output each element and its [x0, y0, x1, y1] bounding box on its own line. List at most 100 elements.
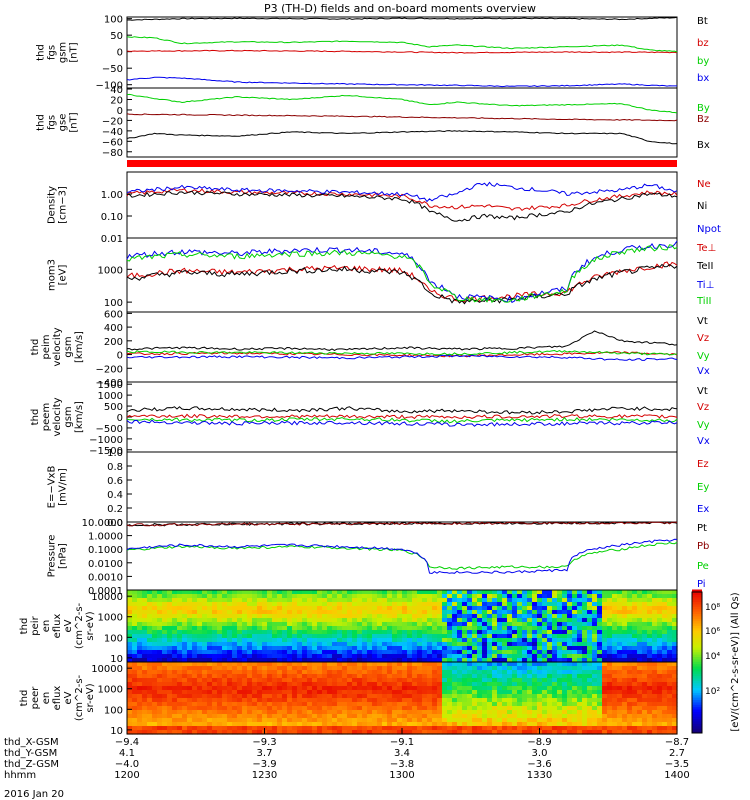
- heatmap-cell: [187, 666, 193, 671]
- heatmap-cell: [497, 694, 503, 699]
- heatmap-cell: [137, 710, 143, 715]
- heatmap-cell: [522, 594, 528, 599]
- heatmap-cell: [297, 686, 303, 691]
- heatmap-cell: [497, 622, 503, 627]
- heatmap-cell: [477, 678, 483, 683]
- heatmap-cell: [262, 650, 268, 655]
- heatmap-cell: [207, 666, 213, 671]
- heatmap-cell: [157, 706, 163, 711]
- colorbar-segment: [692, 615, 702, 619]
- heatmap-cell: [417, 638, 423, 643]
- heatmap-cell: [397, 654, 403, 659]
- heatmap-cell: [632, 730, 638, 735]
- heatmap-cell: [412, 626, 418, 631]
- heatmap-cell: [632, 710, 638, 715]
- heatmap-cell: [217, 722, 223, 727]
- heatmap-cell: [377, 630, 383, 635]
- heatmap-cell: [177, 730, 183, 735]
- heatmap-cell: [297, 658, 303, 663]
- heatmap-cell: [237, 614, 243, 619]
- heatmap-cell: [417, 718, 423, 723]
- heatmap-cell: [587, 602, 593, 607]
- heatmap-cell: [632, 666, 638, 671]
- heatmap-cell: [197, 642, 203, 647]
- heatmap-cell: [507, 646, 513, 651]
- heatmap-cell: [572, 618, 578, 623]
- heatmap-cell: [662, 590, 668, 595]
- heatmap-cell: [352, 630, 358, 635]
- heatmap-cell: [142, 718, 148, 723]
- heatmap-cell: [607, 658, 613, 663]
- heatmap-cell: [352, 654, 358, 659]
- heatmap-cell: [202, 706, 208, 711]
- heatmap-cell: [152, 594, 158, 599]
- heatmap-cell: [667, 622, 673, 627]
- heatmap-cell: [322, 646, 328, 651]
- heatmap-cell: [442, 702, 448, 707]
- heatmap-cell: [392, 658, 398, 663]
- heatmap-cell: [312, 670, 318, 675]
- heatmap-cell: [432, 730, 438, 735]
- y-tick-label: 10.0000: [82, 518, 123, 529]
- heatmap-cell: [467, 598, 473, 603]
- heatmap-cell: [527, 638, 533, 643]
- heatmap-cell: [152, 618, 158, 623]
- heatmap-cell: [597, 674, 603, 679]
- heatmap-cell: [297, 654, 303, 659]
- heatmap-cell: [217, 730, 223, 735]
- heatmap-cell: [327, 674, 333, 679]
- heatmap-cell: [187, 670, 193, 675]
- heatmap-cell: [587, 730, 593, 735]
- heatmap-cell: [357, 614, 363, 619]
- heatmap-cell: [407, 614, 413, 619]
- heatmap-cell: [537, 654, 543, 659]
- heatmap-cell: [427, 726, 433, 731]
- heatmap-cell: [427, 618, 433, 623]
- heatmap-cell: [672, 654, 678, 659]
- heatmap-cell: [637, 690, 643, 695]
- heatmap-cell: [217, 718, 223, 723]
- heatmap-cell: [302, 710, 308, 715]
- heatmap-cell: [497, 618, 503, 623]
- heatmap-cell: [617, 626, 623, 631]
- heatmap-cell: [537, 698, 543, 703]
- heatmap-cell: [427, 686, 433, 691]
- heatmap-cell: [607, 646, 613, 651]
- heatmap-cell: [532, 614, 538, 619]
- heatmap-cell: [617, 606, 623, 611]
- legend-Bt: Bt: [697, 16, 708, 27]
- heatmap-cell: [252, 650, 258, 655]
- heatmap-cell: [622, 678, 628, 683]
- heatmap-cell: [382, 706, 388, 711]
- heatmap-cell: [172, 590, 178, 595]
- y-tick-label: 0.8: [107, 462, 123, 473]
- heatmap-cell: [352, 686, 358, 691]
- heatmap-cell: [397, 622, 403, 627]
- heatmap-cell: [287, 690, 293, 695]
- heatmap-cell: [152, 674, 158, 679]
- heatmap-cell: [277, 634, 283, 639]
- heatmap-cell: [617, 690, 623, 695]
- heatmap-cell: [292, 654, 298, 659]
- heatmap-cell: [507, 650, 513, 655]
- heatmap-cell: [287, 642, 293, 647]
- heatmap-cell: [412, 714, 418, 719]
- heatmap-cell: [472, 594, 478, 599]
- legend-Vx: Vx: [697, 366, 710, 377]
- heatmap-cell: [507, 686, 513, 691]
- heatmap-cell: [167, 706, 173, 711]
- heatmap-cell: [547, 618, 553, 623]
- heatmap-cell: [177, 674, 183, 679]
- heatmap-cell: [287, 630, 293, 635]
- heatmap-cell: [637, 686, 643, 691]
- heatmap-cell: [592, 626, 598, 631]
- heatmap-cell: [337, 678, 343, 683]
- heatmap-cell: [172, 706, 178, 711]
- heatmap-cell: [322, 618, 328, 623]
- heatmap-cell: [667, 610, 673, 615]
- y-axis-label: gsm: [63, 406, 74, 427]
- heatmap-cell: [557, 726, 563, 731]
- heatmap-cell: [242, 678, 248, 683]
- heatmap-cell: [192, 658, 198, 663]
- heatmap-cell: [562, 606, 568, 611]
